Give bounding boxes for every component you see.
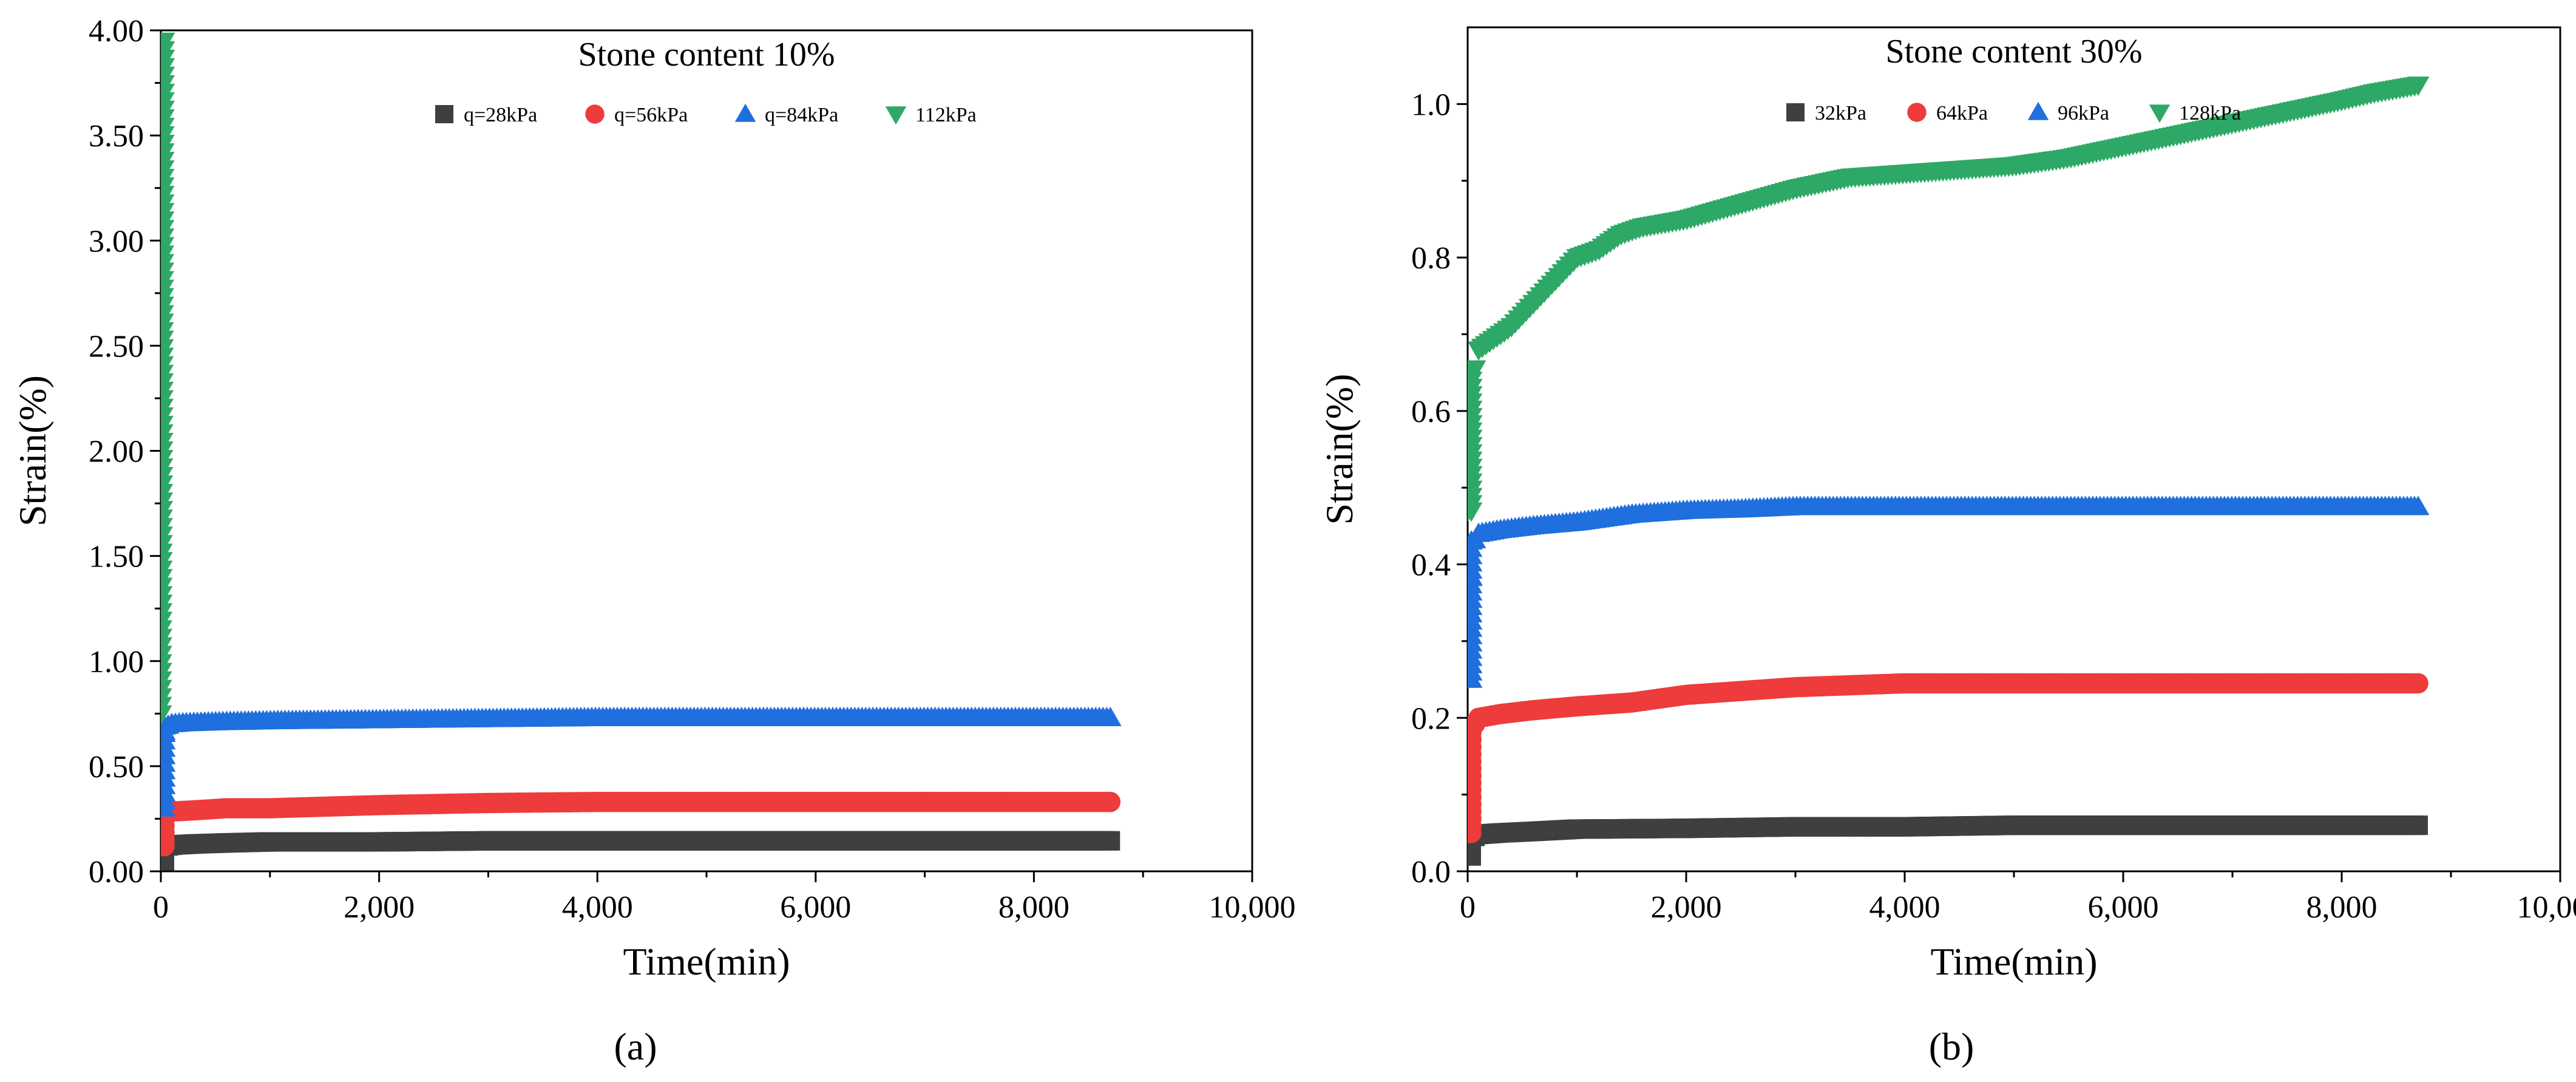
data-point xyxy=(1100,791,1121,812)
data-point xyxy=(1468,729,1482,750)
y-tick-label: 1.0 xyxy=(1411,87,1451,122)
x-tick-label: 0 xyxy=(153,890,169,925)
legend-label: 128kPa xyxy=(2179,102,2241,124)
data-point xyxy=(161,797,172,817)
y-tick-label: 0.4 xyxy=(1411,548,1451,583)
x-tick-label: 10,000 xyxy=(2517,890,2576,925)
y-tick-label: 3.50 xyxy=(89,119,144,154)
legend: 32kPa 64kPa 96kPa 128kPa xyxy=(1786,101,2241,124)
chart-stone-content-10: 0 2,000 4,000 6,000 8,000 10,000 0.00 0.50 1.00 1… xyxy=(11,14,1296,983)
legend-label: q=84kPa xyxy=(765,104,838,126)
series-128kPa xyxy=(1468,77,2430,522)
data-point xyxy=(2408,815,2428,835)
x-tick-label: 8,000 xyxy=(2307,890,2378,925)
legend: q=28kPa q=56kPa q=84kPa 112kPa xyxy=(435,103,977,126)
data-point xyxy=(1100,831,1120,851)
series-q=56kPa xyxy=(161,791,1121,857)
y-tick-label: 2.50 xyxy=(89,329,144,364)
x-tick-label: 10,000 xyxy=(1209,890,1296,925)
chart-stone-content-30: 0 2,000 4,000 6,000 8,000 10,000 0.0 0.2 0.4 0.6 0… xyxy=(1318,26,2576,983)
y-tick-label: 2.00 xyxy=(89,435,144,469)
legend-label: q=56kPa xyxy=(614,104,688,126)
y-tick-label: 0.6 xyxy=(1411,395,1451,429)
legend-label: 64kPa xyxy=(1936,102,1988,124)
panel-label-a: (a) xyxy=(614,1025,657,1068)
y-tick-label: 3.00 xyxy=(89,224,144,259)
data-point xyxy=(161,835,171,857)
plot-area xyxy=(161,32,1122,871)
legend-marker xyxy=(885,106,907,125)
data-point xyxy=(1468,846,1477,866)
x-tick-label: 4,000 xyxy=(1869,890,1940,925)
x-tick-label: 6,000 xyxy=(2088,890,2159,925)
data-point xyxy=(2407,495,2430,515)
x-tick-label: 0 xyxy=(1460,890,1476,925)
data-point xyxy=(1468,565,1483,585)
series-32kPa xyxy=(1468,815,2428,866)
legend-marker xyxy=(2027,101,2049,120)
x-tick-label: 6,000 xyxy=(780,890,851,925)
panel-label-b: (b) xyxy=(1929,1025,1974,1068)
series-q=84kPa xyxy=(161,706,1122,817)
x-tick-label: 4,000 xyxy=(562,890,633,925)
plot-frame xyxy=(1466,26,2561,873)
data-point xyxy=(2408,673,2429,694)
series-96kPa xyxy=(1468,495,2430,688)
data-point xyxy=(2407,77,2430,97)
legend-label: q=28kPa xyxy=(464,104,537,126)
data-point xyxy=(1468,360,1486,380)
x-tick-label: 2,000 xyxy=(1651,890,1722,925)
series-q=28kPa xyxy=(161,831,1120,871)
y-tick-label: 4.00 xyxy=(89,14,144,49)
legend-marker xyxy=(435,105,453,123)
chart-title: Stone content 30% xyxy=(1885,33,2142,70)
data-point xyxy=(1468,823,1478,843)
y-tick-label: 0.50 xyxy=(89,750,144,784)
legend-label: 96kPa xyxy=(2058,102,2109,124)
y-tick-label: 0.8 xyxy=(1411,241,1451,276)
data-point xyxy=(1468,415,1483,435)
x-axis-label: Time(min) xyxy=(1931,940,2098,983)
legend-marker xyxy=(734,103,756,122)
legend-label: 112kPa xyxy=(915,104,977,126)
legend-marker xyxy=(2149,104,2171,123)
y-axis-label: Strain(%) xyxy=(1318,374,1361,525)
x-tick-label: 8,000 xyxy=(998,890,1069,925)
y-tick-label: 1.50 xyxy=(89,540,144,574)
plot-frame xyxy=(160,29,1253,873)
y-tick-label: 0.00 xyxy=(89,855,144,890)
data-point xyxy=(161,32,175,52)
data-point xyxy=(1468,668,1479,688)
chart-title: Stone content 10% xyxy=(578,36,835,73)
data-point xyxy=(1468,502,1479,522)
plot-area xyxy=(1468,77,2430,866)
legend-marker xyxy=(1907,103,1927,122)
series-64kPa xyxy=(1468,673,2429,843)
data-point xyxy=(1099,706,1122,726)
y-axis-label: Strain(%) xyxy=(11,375,54,526)
legend-label: 32kPa xyxy=(1815,102,1866,124)
y-tick-label: 1.00 xyxy=(89,645,144,679)
x-axis-label: Time(min) xyxy=(623,940,790,983)
legend-marker xyxy=(1786,103,1805,121)
x-tick-label: 2,000 xyxy=(344,890,415,925)
legend-marker xyxy=(585,104,605,124)
y-tick-label: 0.0 xyxy=(1411,855,1451,890)
series-112kPa xyxy=(161,32,175,725)
y-tick-label: 0.2 xyxy=(1411,701,1451,736)
